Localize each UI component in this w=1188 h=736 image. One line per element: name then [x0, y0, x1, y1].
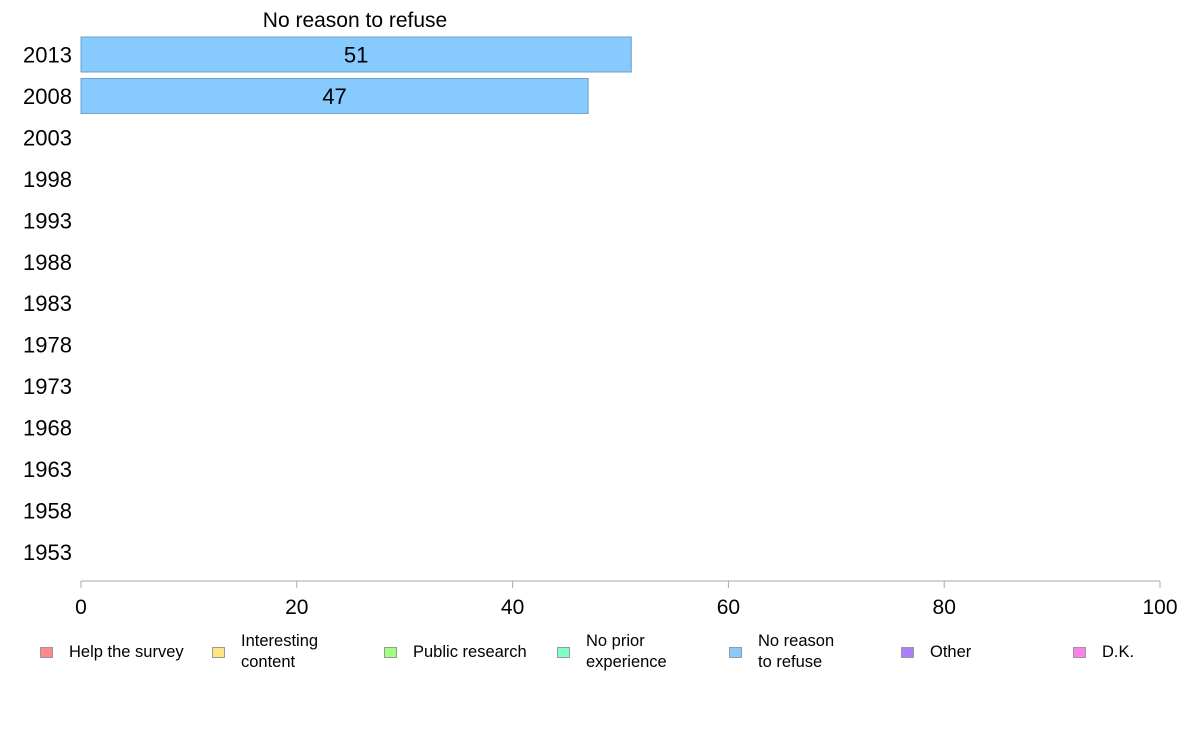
legend-swatch — [40, 646, 53, 658]
y-axis-labels: 2013 2008 2003 1998 1993 1988 1983 1978 1973 1968… — [23, 43, 72, 565]
legend-label: Help the survey — [69, 642, 184, 661]
bar-value-label-2008: 47 — [322, 84, 346, 109]
legend-label: No prior experience — [586, 632, 667, 671]
y-tick-label-1978: 1978 — [23, 333, 72, 358]
legend-swatch — [557, 646, 570, 658]
y-tick-label-2008: 2008 — [23, 84, 72, 109]
x-tick-label-80: 80 — [933, 596, 956, 619]
legend-item: Public research — [384, 628, 527, 676]
legend: Help the survey Interesting content Public… — [0, 628, 1188, 678]
y-tick-label-1993: 1993 — [23, 208, 72, 233]
legend-swatch — [384, 646, 397, 658]
legend-label: No reason to refuse — [758, 632, 835, 671]
legend-item: Help the survey — [40, 628, 184, 676]
bar-2013 — [80, 36, 632, 73]
y-tick-label-1973: 1973 — [23, 374, 72, 399]
legend-swatch — [901, 646, 914, 658]
legend-swatch — [729, 646, 742, 658]
y-tick-label-1998: 1998 — [23, 167, 72, 192]
x-axis: 0 20 40 60 80 100 — [75, 580, 1178, 619]
legend-item: Other — [901, 628, 971, 676]
legend-item: No reason to refuse — [729, 628, 834, 676]
legend-swatch — [1073, 646, 1086, 658]
legend-label: D.K. — [1102, 642, 1135, 661]
bar-value-label-2013: 51 — [344, 43, 368, 68]
legend-item: Interesting content — [212, 628, 318, 676]
legend-label: Other — [930, 642, 972, 661]
legend-item: No prior experience — [557, 628, 667, 676]
chart-title: No reason to refuse — [263, 9, 447, 32]
x-tick-label-60: 60 — [717, 596, 740, 619]
bars-layer: 51 47 — [80, 36, 632, 114]
y-tick-label-1988: 1988 — [23, 250, 72, 275]
legend-label: Interesting content — [241, 632, 319, 671]
legend-item: D.K. — [1073, 628, 1134, 676]
y-tick-label-1968: 1968 — [23, 416, 72, 441]
y-tick-label-2003: 2003 — [23, 125, 72, 150]
bar-2008 — [80, 77, 589, 114]
legend-label: Public research — [413, 642, 527, 661]
y-tick-label-2013: 2013 — [23, 43, 72, 68]
y-tick-label-1953: 1953 — [23, 540, 72, 565]
x-tick-label-0: 0 — [75, 596, 87, 619]
x-tick-label-100: 100 — [1142, 596, 1177, 619]
x-tick-label-40: 40 — [501, 596, 524, 619]
y-tick-label-1963: 1963 — [23, 457, 72, 482]
y-tick-label-1983: 1983 — [23, 291, 72, 316]
chart-plot: No reason to refuse 51 47 2013 2008 2003 199… — [23, 9, 1178, 619]
x-tick-label-20: 20 — [285, 596, 308, 619]
y-tick-label-1958: 1958 — [23, 498, 72, 523]
legend-swatch — [212, 646, 225, 658]
